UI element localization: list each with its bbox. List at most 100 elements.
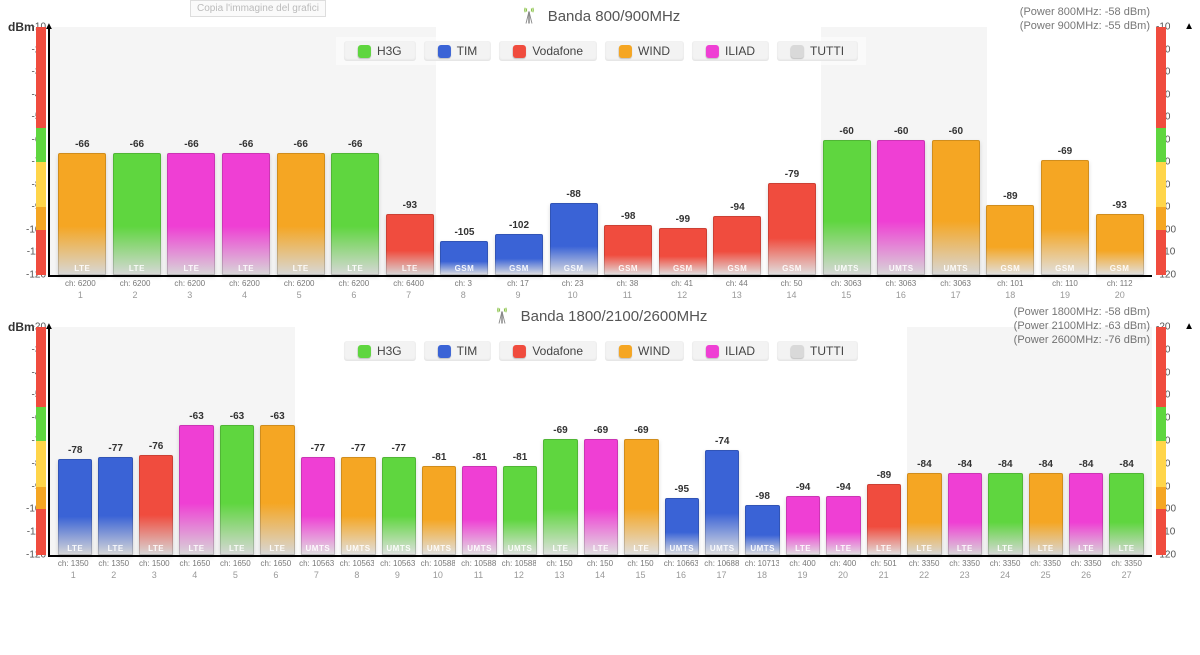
legend-item-tutti[interactable]: TUTTI (777, 341, 858, 361)
bar-h3g[interactable]: -69 LTE (543, 439, 577, 555)
bar-slot: -60 UMTS (932, 27, 981, 275)
bar-vodafone[interactable]: -98 GSM (604, 225, 652, 275)
legend-item-h3g[interactable]: H3G (344, 41, 416, 61)
bar-iliad[interactable]: -63 LTE (179, 425, 213, 555)
bar-tim[interactable]: -95 UMTS (665, 498, 699, 555)
bar-tech-label: GSM (564, 264, 584, 273)
legend-item-tim[interactable]: TIM (424, 341, 492, 361)
bar-tech-label: LTE (957, 544, 973, 553)
bar-tech-label: UMTS (750, 544, 775, 553)
bar-tim[interactable]: -102 GSM (495, 234, 543, 275)
legend-item-wind[interactable]: WIND (605, 341, 684, 361)
bar-tech-label: LTE (293, 264, 309, 273)
x-tick: ch: 335025 (1028, 559, 1063, 580)
power-strip-segment (36, 27, 46, 128)
x-tick: ch: 105637 (299, 559, 334, 580)
x-tick: ch: 15015 (623, 559, 658, 580)
legend-item-tim[interactable]: TIM (424, 41, 492, 61)
bar-h3g[interactable]: -81 UMTS (503, 466, 537, 555)
bar-wind[interactable]: -66 LTE (277, 153, 325, 275)
bar-tech-label: UMTS (669, 544, 694, 553)
bar-h3g[interactable]: -66 LTE (113, 153, 161, 275)
bar-value: -63 (270, 411, 284, 422)
bar-value: -78 (68, 445, 82, 456)
bar-wind[interactable]: -84 LTE (1029, 473, 1063, 555)
bar-wind[interactable]: -81 UMTS (422, 466, 456, 555)
bar-tim[interactable]: -74 UMTS (705, 450, 739, 555)
x-tick: ch: 1068817 (704, 559, 739, 580)
bar-tech-label: GSM (509, 264, 529, 273)
bar-iliad[interactable]: -66 LTE (222, 153, 270, 275)
bar-value: -102 (509, 220, 529, 231)
bar-iliad[interactable]: -84 LTE (1069, 473, 1103, 555)
bar-tech-label: LTE (1119, 544, 1135, 553)
bar-iliad[interactable]: -66 LTE (167, 153, 215, 275)
power-strip-segment (1156, 407, 1166, 441)
chart-title: Banda 1800/2100/2600MHz (521, 308, 708, 325)
bar-vodafone[interactable]: -79 GSM (768, 183, 816, 275)
bar-tim[interactable]: -105 GSM (440, 241, 488, 275)
bar-vodafone[interactable]: -94 GSM (713, 216, 761, 275)
bar-tech-label: UMTS (386, 544, 411, 553)
chart-title: Banda 800/900MHz (548, 8, 681, 25)
bar-tim[interactable]: -78 LTE (58, 459, 92, 555)
bar-value: -93 (403, 200, 417, 211)
bar-wind[interactable]: -93 GSM (1096, 214, 1144, 275)
legend-item-vodafone[interactable]: Vodafone (499, 41, 597, 61)
bar-vodafone[interactable]: -76 LTE (139, 455, 173, 555)
x-tick: ch: 62002 (111, 279, 160, 300)
bar-wind[interactable]: -69 GSM (1041, 160, 1089, 275)
bar-vodafone[interactable]: -89 LTE (867, 484, 901, 555)
legend-item-tutti[interactable]: TUTTI (777, 41, 858, 61)
bar-h3g[interactable]: -77 UMTS (382, 457, 416, 555)
bar-wind[interactable]: -89 GSM (986, 205, 1034, 275)
bar-tech-label: LTE (633, 544, 649, 553)
bar-iliad[interactable]: -94 LTE (786, 496, 820, 555)
legend-label: H3G (377, 44, 402, 58)
legend-item-iliad[interactable]: ILIAD (692, 341, 769, 361)
bar-h3g[interactable]: -60 UMTS (823, 140, 871, 275)
bar-tech-label: UMTS (427, 544, 452, 553)
legend-label: ILIAD (725, 344, 755, 358)
bar-wind[interactable]: -77 UMTS (341, 457, 375, 555)
x-tick: ch: 13502 (97, 559, 132, 580)
legend-item-h3g[interactable]: H3G (344, 341, 416, 361)
bar-vodafone[interactable]: -93 LTE (386, 214, 434, 275)
bar-iliad[interactable]: -94 LTE (826, 496, 860, 555)
legend-label: TUTTI (810, 344, 844, 358)
power-strip-segment (1156, 128, 1166, 162)
bar-wind[interactable]: -63 LTE (260, 425, 294, 555)
bar-h3g[interactable]: -63 LTE (220, 425, 254, 555)
bar-wind[interactable]: -66 LTE (58, 153, 106, 275)
bar-tim[interactable]: -98 UMTS (745, 505, 779, 555)
bar-slot: -63 LTE (179, 327, 213, 555)
x-tick: ch: 62004 (220, 279, 269, 300)
bar-h3g[interactable]: -84 LTE (988, 473, 1022, 555)
bar-vodafone[interactable]: -99 GSM (659, 228, 707, 275)
bar-tim[interactable]: -77 LTE (98, 457, 132, 555)
bar-slot: -66 LTE (113, 27, 162, 275)
bar-iliad[interactable]: -84 LTE (948, 473, 982, 555)
bar-iliad[interactable]: -81 UMTS (462, 466, 496, 555)
bar-wind[interactable]: -69 LTE (624, 439, 658, 555)
bar-iliad[interactable]: -69 LTE (584, 439, 618, 555)
legend-item-vodafone[interactable]: Vodafone (499, 341, 597, 361)
bar-tim[interactable]: -88 GSM (550, 203, 598, 275)
bar-wind[interactable]: -60 UMTS (932, 140, 980, 275)
bar-tech-label: LTE (238, 264, 254, 273)
copy-image-button[interactable]: Copia l'immagine del grafici (190, 0, 326, 17)
bar-iliad[interactable]: -60 UMTS (877, 140, 925, 275)
power-strip-segment (36, 509, 46, 555)
bar-iliad[interactable]: -77 UMTS (301, 457, 335, 555)
bar-wind[interactable]: -84 LTE (907, 473, 941, 555)
x-tick: ch: 1058812 (502, 559, 537, 580)
bar-h3g[interactable]: -84 LTE (1109, 473, 1143, 555)
x-tick: ch: 105638 (340, 559, 375, 580)
bar-tech-label: GSM (1110, 264, 1130, 273)
bar-tech-label: LTE (148, 544, 164, 553)
legend-item-iliad[interactable]: ILIAD (692, 41, 769, 61)
bar-h3g[interactable]: -66 LTE (331, 153, 379, 275)
bar-tech-label: LTE (916, 544, 932, 553)
legend-item-wind[interactable]: WIND (605, 41, 684, 61)
bar-tech-label: UMTS (346, 544, 371, 553)
